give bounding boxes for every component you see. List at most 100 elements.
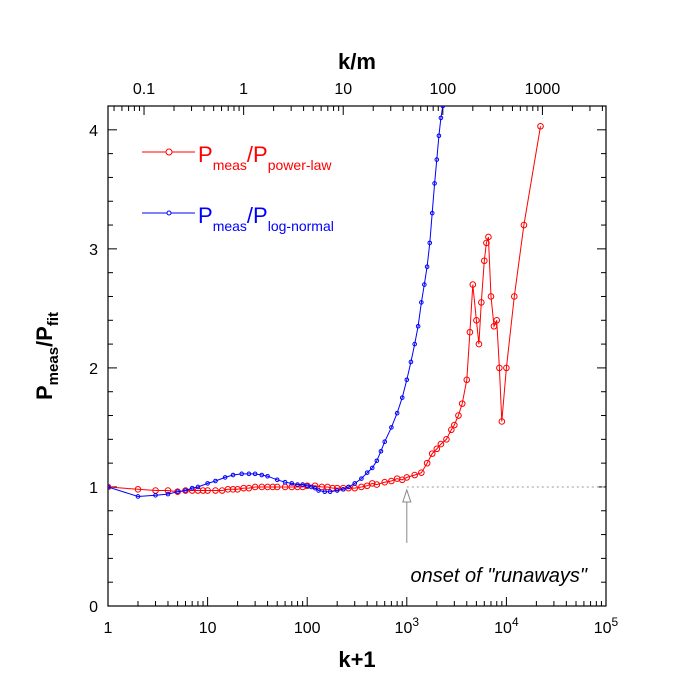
series-line-p-meas-p-power-law	[108, 126, 541, 493]
data-point	[346, 484, 351, 490]
data-point	[463, 376, 471, 384]
data-point	[475, 340, 483, 348]
y-tick-label: 3	[89, 242, 98, 259]
data-point	[368, 480, 376, 487]
data-point	[503, 364, 510, 372]
data-point	[451, 421, 458, 429]
data-point	[222, 475, 228, 480]
data-point	[418, 469, 425, 476]
data-point	[427, 240, 433, 246]
data-point	[478, 299, 485, 306]
data-point	[411, 471, 418, 479]
data-point	[458, 400, 466, 407]
data-point	[164, 487, 172, 494]
legend-marker-power-law	[165, 148, 173, 156]
x-tick-label: 100	[294, 620, 321, 637]
series-line-p-meas-p-log-normal	[108, 106, 444, 498]
legend-item-power-law: Pmeas/Ppower-law	[142, 142, 332, 173]
series-p-meas-p-log-normal	[108, 106, 446, 499]
data-point	[327, 489, 333, 495]
data-point	[496, 364, 503, 372]
annotation-text: onset of "runaways"	[410, 565, 587, 587]
legend-marker-log-normal	[166, 210, 172, 216]
data-point	[466, 328, 474, 336]
data-point	[246, 471, 252, 477]
data-point	[273, 483, 281, 491]
top-axis-title: k/m	[338, 49, 376, 74]
data-point	[175, 489, 180, 495]
data-point	[189, 485, 195, 491]
legend: Pmeas/Ppower-law Pmeas/Plog-normal	[142, 142, 334, 234]
data-point	[443, 436, 450, 443]
x-tick-label: 1	[104, 620, 113, 637]
data-point	[259, 472, 265, 478]
data-point	[363, 482, 371, 490]
data-point	[382, 439, 388, 445]
plot-frame-group	[107, 105, 607, 607]
data-point	[438, 115, 444, 121]
data-point	[408, 359, 414, 365]
data-point	[304, 483, 310, 489]
series-layer	[108, 106, 544, 499]
data-point	[274, 477, 280, 483]
data-point	[403, 474, 411, 481]
data-point	[381, 478, 389, 486]
data-point	[264, 483, 271, 491]
data-point	[265, 473, 270, 479]
x-tick-label: 103	[395, 615, 420, 637]
data-point	[251, 483, 259, 491]
data-point	[399, 395, 405, 400]
data-point	[374, 458, 380, 464]
data-point	[434, 157, 440, 162]
data-point	[510, 293, 518, 300]
data-point	[312, 485, 318, 491]
data-point	[433, 445, 441, 453]
data-point	[455, 412, 462, 419]
legend-item-log-normal: Pmeas/Plog-normal	[142, 203, 334, 234]
data-point	[469, 281, 477, 288]
data-point	[229, 486, 237, 493]
data-point	[300, 482, 305, 487]
data-point	[239, 471, 245, 477]
y-tick-label: 2	[89, 361, 98, 378]
data-point	[487, 293, 495, 300]
data-point	[108, 484, 111, 490]
data-point	[388, 477, 395, 485]
x-axis-title: k+1	[338, 647, 375, 672]
data-point	[269, 483, 276, 491]
data-point	[230, 472, 236, 478]
data-point	[364, 470, 370, 475]
data-point	[428, 450, 436, 457]
data-point	[412, 341, 417, 347]
data-point	[334, 488, 340, 493]
data-point	[415, 323, 421, 329]
data-point	[448, 426, 455, 434]
data-point	[422, 282, 427, 287]
data-point	[432, 181, 437, 186]
data-point	[252, 471, 258, 477]
data-point	[498, 418, 506, 425]
y-axis-title: Pmeas/Pfit	[32, 312, 62, 400]
data-point	[378, 448, 384, 454]
data-point	[204, 487, 211, 494]
data-point	[195, 484, 201, 490]
data-point	[490, 322, 498, 330]
data-point	[493, 316, 501, 324]
data-point	[389, 425, 394, 430]
data-point	[440, 106, 446, 109]
plot-frame	[107, 105, 607, 607]
top-tick-label: 1000	[525, 81, 561, 98]
data-point	[183, 488, 188, 493]
data-point	[282, 479, 288, 485]
y-tick-label: 0	[89, 599, 98, 616]
data-point	[194, 487, 202, 494]
data-point	[234, 486, 241, 493]
data-point	[224, 486, 232, 493]
data-point	[205, 481, 210, 486]
data-point	[485, 233, 492, 241]
data-point	[373, 481, 381, 488]
data-point	[322, 489, 328, 495]
top-tick-label: 0.1	[133, 81, 155, 98]
data-point	[429, 210, 435, 216]
